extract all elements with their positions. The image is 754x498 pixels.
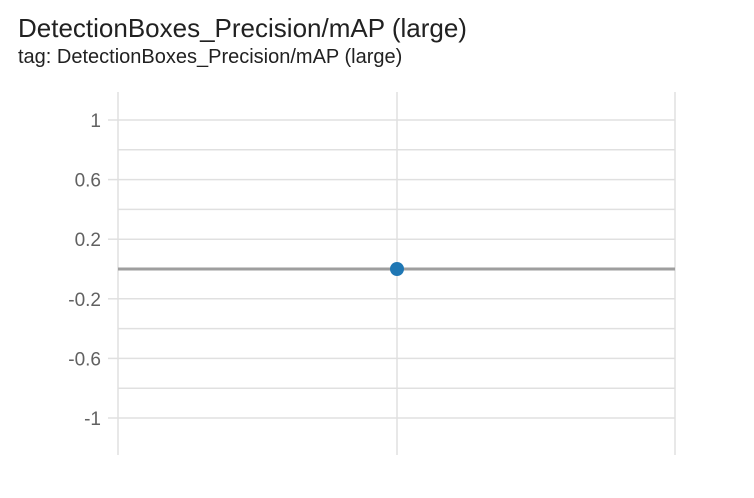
y-tick-label: -1 xyxy=(84,409,101,430)
data-point xyxy=(390,262,404,276)
axis-layer: 1 0.6 0.2 -0.2 -0.6 -1 xyxy=(68,111,675,430)
y-tick-label: -0.2 xyxy=(68,290,101,311)
y-tick-label: 0.2 xyxy=(75,230,101,251)
data-layer xyxy=(390,262,404,276)
y-tick-label: 1 xyxy=(90,111,101,132)
y-tick-label: 0.6 xyxy=(75,171,101,192)
chart-tag-subtitle: tag: DetectionBoxes_Precision/mAP (large… xyxy=(18,46,403,68)
y-tick-label: -0.6 xyxy=(68,349,101,370)
chart-title: DetectionBoxes_Precision/mAP (large) xyxy=(18,13,467,43)
